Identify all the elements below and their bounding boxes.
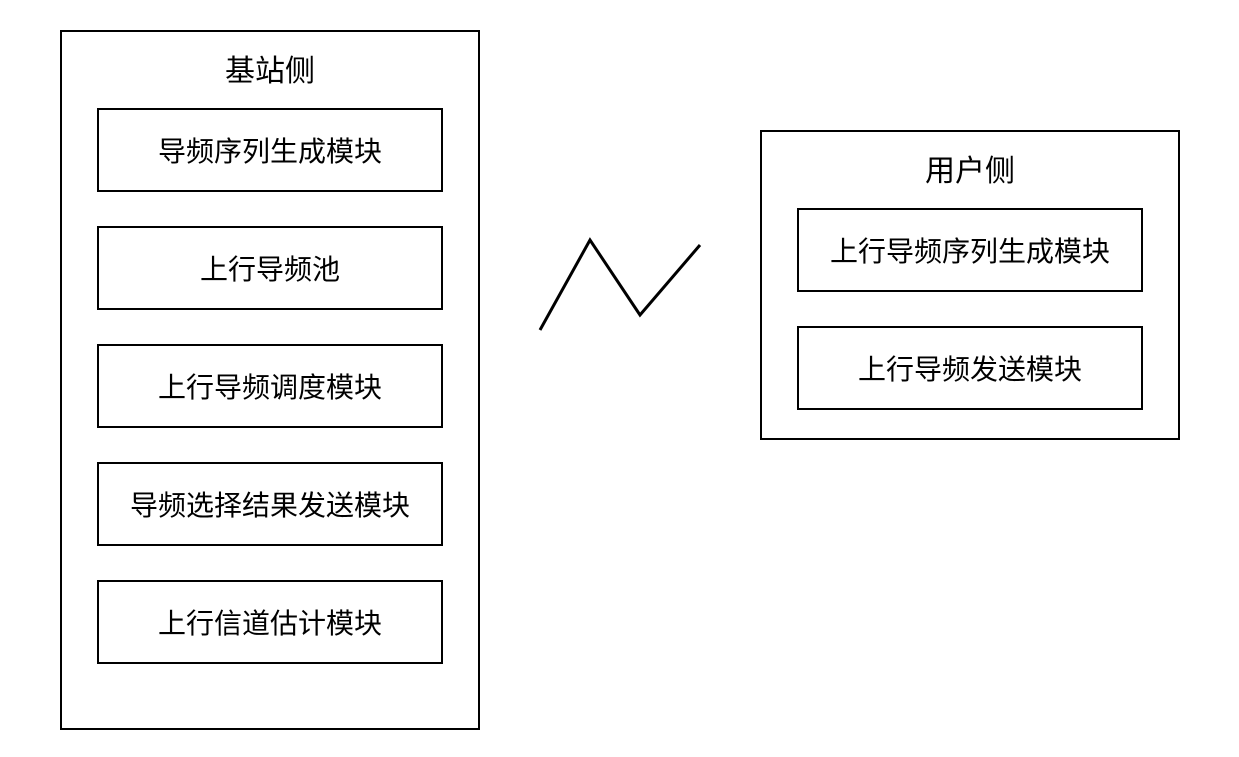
connector-polyline bbox=[540, 240, 700, 330]
uplink-pilot-pool-module: 上行导频池 bbox=[97, 226, 443, 310]
uplink-channel-estimation-module: 上行信道估计模块 bbox=[97, 580, 443, 664]
uplink-pilot-sequence-generation-module: 上行导频序列生成模块 bbox=[797, 208, 1143, 292]
pilot-sequence-generation-module: 导频序列生成模块 bbox=[97, 108, 443, 192]
pilot-selection-result-send-module: 导频选择结果发送模块 bbox=[97, 462, 443, 546]
zigzag-connector-icon bbox=[530, 230, 730, 350]
uplink-pilot-scheduling-module: 上行导频调度模块 bbox=[97, 344, 443, 428]
base-station-container: 基站侧 导频序列生成模块 上行导频池 上行导频调度模块 导频选择结果发送模块 上… bbox=[60, 30, 480, 730]
base-station-title: 基站侧 bbox=[62, 32, 478, 108]
user-side-container: 用户侧 上行导频序列生成模块 上行导频发送模块 bbox=[760, 130, 1180, 440]
user-side-title: 用户侧 bbox=[762, 132, 1178, 208]
uplink-pilot-send-module: 上行导频发送模块 bbox=[797, 326, 1143, 410]
